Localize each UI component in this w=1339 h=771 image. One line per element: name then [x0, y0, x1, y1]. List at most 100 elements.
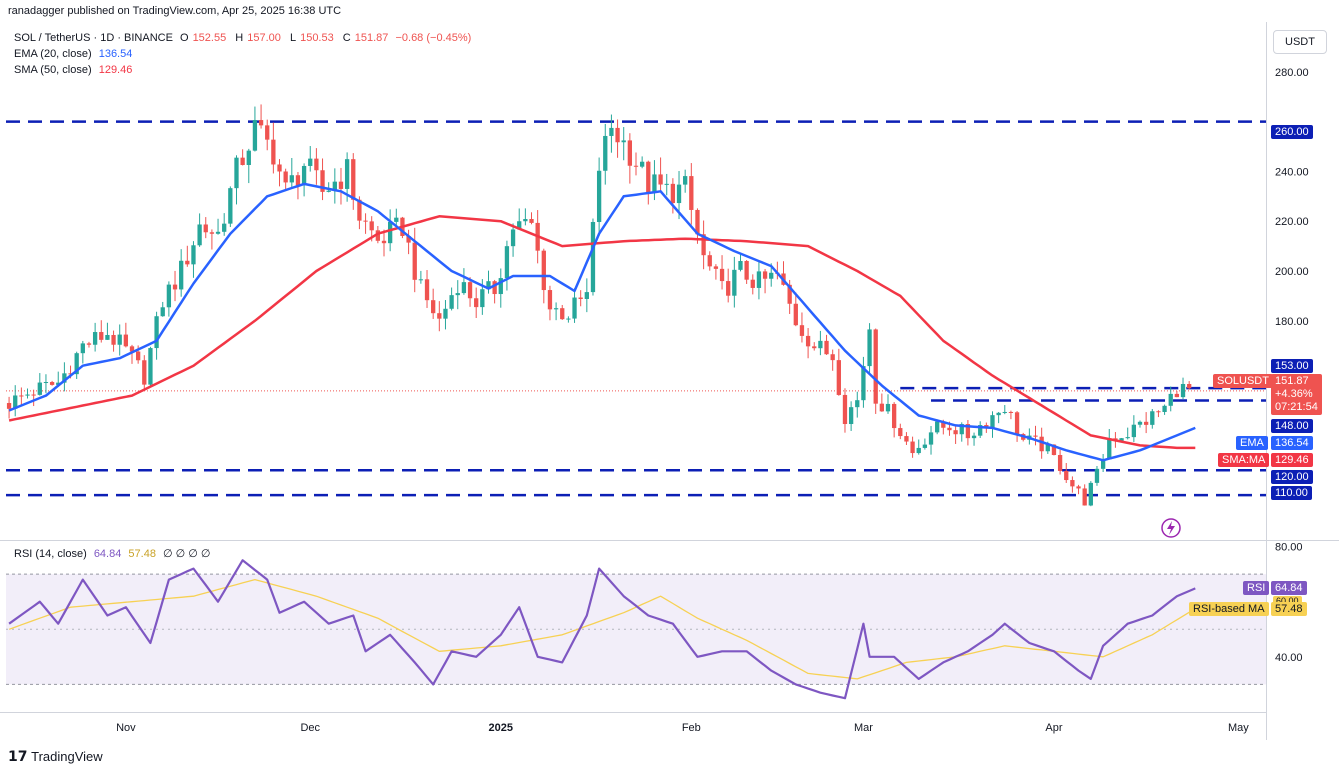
ema-legend-label: EMA (20, close)	[14, 48, 92, 60]
candle-body	[1008, 411, 1014, 413]
candle-body	[750, 279, 755, 288]
candle-body	[455, 293, 460, 296]
candle-body	[123, 334, 129, 347]
price-tick: 220.00	[1275, 216, 1309, 228]
candle-body	[873, 329, 878, 404]
tradingview-logo[interactable]: 𝟭𝟳 TradingView	[8, 748, 103, 765]
candle-body	[412, 242, 417, 280]
symbol-title: SOL / TetherUS · 1D · BINANCE	[14, 32, 173, 44]
candle-body	[762, 271, 768, 279]
candle-body	[381, 240, 387, 244]
candle-body	[351, 159, 356, 200]
candle-body	[652, 174, 657, 193]
candle-body	[891, 403, 897, 429]
sma-legend-label: SMA (50, close)	[14, 64, 92, 76]
high-label: H	[235, 32, 244, 44]
last-price: 151.87	[1275, 375, 1309, 387]
candle-body	[1039, 436, 1044, 452]
candle-body	[965, 424, 971, 439]
ema-price-tag: 136.54	[1271, 436, 1313, 450]
candle-body	[830, 354, 835, 361]
candle-body	[117, 334, 122, 345]
countdown: 07:21:54	[1275, 401, 1318, 413]
candle-body	[111, 334, 116, 345]
candle-body	[338, 181, 344, 189]
ema-legend-value: 136.54	[98, 48, 133, 60]
candle-body	[609, 127, 614, 136]
candle-body	[1187, 384, 1192, 389]
candle-body	[1076, 486, 1081, 489]
candle-body	[584, 292, 589, 299]
candle-body	[179, 260, 184, 290]
candle-body	[172, 284, 178, 290]
candle-body	[646, 161, 651, 193]
candle-body	[160, 307, 165, 317]
candle-body	[529, 219, 534, 223]
candle-body	[805, 335, 811, 347]
candle-body	[818, 340, 823, 349]
sma-line	[8, 215, 1196, 450]
candle-body	[867, 329, 872, 367]
candle-body	[885, 403, 891, 412]
level-tag-260: 260.00	[1271, 125, 1313, 139]
alert-icon[interactable]	[1161, 518, 1181, 538]
candle-body	[86, 343, 92, 345]
candle-body	[1125, 437, 1130, 439]
last-price-tag: 151.87 +4.36% 07:21:54	[1271, 374, 1322, 415]
candle-body	[978, 425, 983, 436]
candle-body	[474, 298, 479, 308]
candle-body	[418, 279, 424, 281]
candle-body	[621, 140, 626, 143]
candle-body	[719, 268, 725, 282]
currency-badge[interactable]: USDT	[1273, 30, 1327, 54]
candle-body	[375, 230, 381, 241]
candle-body	[246, 150, 251, 165]
candle-body	[799, 325, 805, 336]
candle-body	[99, 332, 104, 340]
candle-body	[541, 250, 546, 291]
price-tick: 180.00	[1275, 316, 1309, 328]
level-tag-153: 153.00	[1271, 359, 1313, 373]
candle-body	[1162, 405, 1167, 412]
candle-body	[252, 120, 258, 151]
high-value: 157.00	[247, 32, 281, 44]
candle-body	[1014, 412, 1020, 435]
candle-body	[959, 424, 964, 435]
rsi-tag: RSI	[1243, 581, 1270, 595]
candle-body	[855, 400, 860, 408]
candle-body	[596, 170, 602, 223]
rsi-tick: 80.00	[1275, 542, 1303, 554]
candle-body	[37, 382, 42, 395]
candle-body	[738, 261, 743, 270]
time-tick: Mar	[854, 722, 873, 734]
candle-body	[1168, 393, 1173, 406]
candle-body	[301, 165, 307, 186]
ema-legend[interactable]: EMA (20, close) 136.54	[14, 48, 136, 60]
candle-body	[1051, 444, 1057, 456]
rsi-ma-legend-value: 57.48	[128, 548, 156, 560]
candle-body	[25, 394, 30, 396]
candle-body	[148, 348, 153, 385]
rsi-price-tag: 64.84	[1271, 581, 1307, 595]
candle-body	[295, 175, 301, 186]
candle-body	[203, 224, 208, 233]
candle-body	[904, 436, 909, 442]
candle-body	[615, 127, 620, 143]
time-tick: Apr	[1045, 722, 1062, 734]
candle-body	[726, 281, 731, 296]
candle-body	[480, 289, 485, 308]
level-tag-110: 110.00	[1271, 486, 1312, 500]
candle-body	[1150, 411, 1155, 425]
candle-body	[1070, 480, 1075, 487]
candle-body	[222, 223, 227, 232]
rsi-legend[interactable]: RSI (14, close) 64.84 57.48 ∅ ∅ ∅ ∅	[14, 547, 215, 560]
candle-body	[308, 158, 313, 166]
candle-body	[92, 332, 98, 345]
candle-body	[590, 222, 596, 293]
candle-body	[62, 373, 67, 383]
candle-body	[1094, 468, 1100, 483]
sma-legend[interactable]: SMA (50, close) 129.46	[14, 64, 136, 76]
candle-body	[953, 430, 958, 435]
